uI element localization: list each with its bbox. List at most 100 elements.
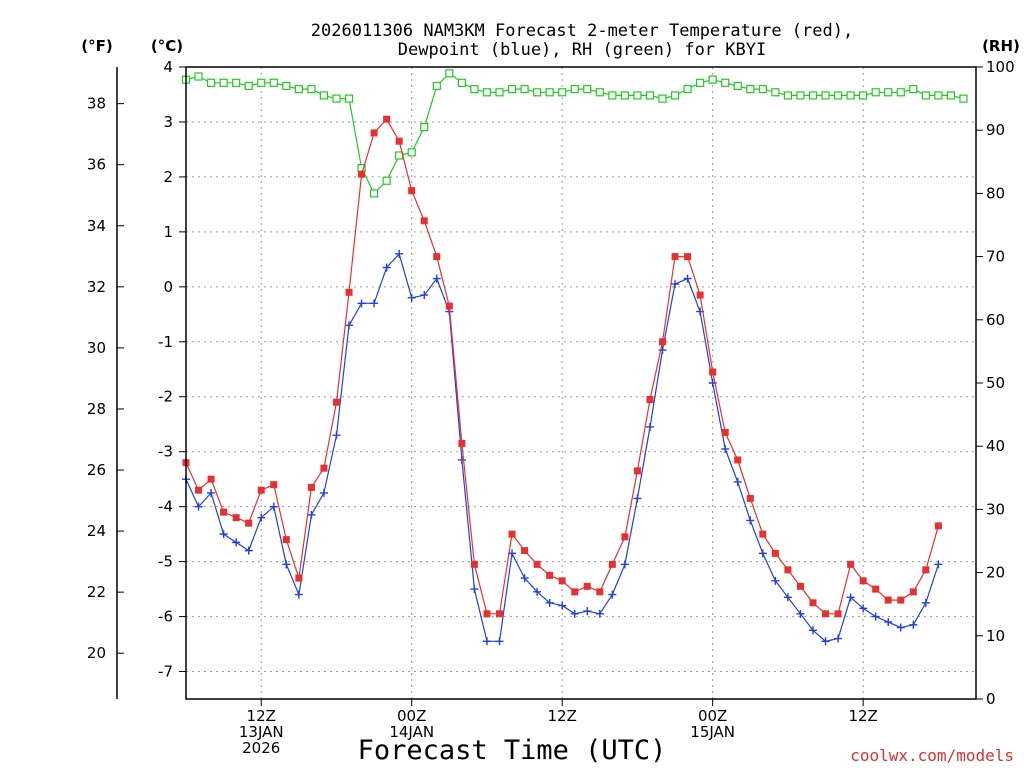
rh-point [445,69,454,78]
rh-point [884,88,893,97]
rh-point [783,91,793,100]
rh-point [219,78,228,87]
temperature-point [897,596,905,604]
dewpoint-point [846,593,855,602]
rh-point [846,91,855,100]
dewpoint-point [319,488,328,497]
rh-point [257,78,266,87]
dewpoint-point [370,299,379,308]
dewpoint-point [244,546,253,555]
dewpoint-point [520,574,529,583]
rh-point [821,91,830,100]
series-dewpoint [182,249,943,646]
rh-point [495,88,504,97]
rh-point [533,88,542,97]
dewpoint-point [345,321,354,330]
rh-point [319,91,329,100]
temperature-point [784,566,792,574]
dewpoint-point [746,516,755,525]
rh-point [633,91,642,100]
temperature-point [884,596,892,604]
temperature-point [659,338,667,346]
fahrenheit-tick-label: 30 [87,339,106,357]
fahrenheit-tick-label: 32 [87,278,106,296]
rh-point [457,78,466,87]
rh-point [420,122,429,132]
celsius-tick-label: 4 [163,58,173,76]
celsius-tick-label: -1 [158,333,173,351]
rh-point [432,81,441,91]
rh-point [583,85,592,94]
time-tick-label: 2026 [242,739,280,757]
temperature-point [621,533,629,541]
dewpoint-point [219,530,228,539]
rh-point [244,81,253,91]
rh-point [332,94,341,103]
dewpoint-point [545,598,554,607]
chart-title-line1: 2026011306 NAM3KM Forecast 2-meter Tempe… [311,21,853,41]
time-tick-label: 13JAN [239,723,284,741]
rh-tick-label: 60 [986,311,1005,329]
gridlines [186,66,976,699]
rh-point [344,94,354,103]
temperature-point [521,547,529,555]
time-tick-label: 00Z [698,707,727,725]
time-tick-label: 15JAN [690,723,735,741]
temperature-point [295,574,303,582]
dewpoint-point [633,494,642,503]
dewpoint-point [583,607,592,616]
temperature-point [872,585,880,593]
temperature-point [470,560,478,568]
temperature-point [245,519,253,527]
rh-axis-unit: (RH) [982,37,1020,55]
time-tick-label: 12Z [848,707,877,725]
rh-point [859,91,868,100]
temperature-point [684,253,692,261]
temperature-point [195,486,203,494]
dewpoint-point [683,274,692,283]
dewpoint-point [294,590,303,599]
dewpoint-point [482,637,491,646]
temperature-point [370,129,378,137]
celsius-tick-label: -3 [158,443,173,461]
dewpoint-point [834,634,843,643]
rh-tick-label: 0 [986,690,996,708]
fahrenheit-axis-unit: (°F) [81,37,112,55]
temperature-point [332,398,340,406]
dewpoint-point [733,477,742,486]
dewpoint-point [620,560,629,569]
temperature-point [508,530,516,538]
temperature-point [395,137,403,145]
x-axis-label: Forecast Time (UTC) [358,735,667,766]
temperature-point [771,549,779,557]
temperature-point [320,464,328,472]
dewpoint-point [470,585,479,594]
dewpoint-point [232,538,241,547]
rh-point [269,78,278,87]
dewpoint-point [558,601,567,610]
temperature-point [809,599,817,607]
rh-point [771,88,780,97]
rh-tick-label: 100 [986,58,1015,76]
celsius-tick-label: -6 [158,608,173,626]
dewpoint-point [934,560,943,569]
temperature-point [759,530,767,538]
temperature-point [483,610,491,618]
temperature-point [270,481,278,489]
fahrenheit-tick-label: 26 [87,461,106,479]
dewpoint-point [671,280,680,289]
rh-point [746,85,755,94]
fahrenheit-tick-label: 24 [87,522,106,540]
dewpoint-point [721,444,730,453]
rh-tick-label: 20 [986,564,1005,582]
dewpoint-point [495,637,504,646]
dewpoint-point [282,560,291,569]
rh-point [921,91,930,100]
rh-point [959,94,968,103]
time-tick-label: 00Z [397,707,426,725]
dewpoint-point [307,510,316,519]
temperature-point [646,395,654,403]
temperature-point [709,368,717,376]
rh-point [558,88,567,97]
